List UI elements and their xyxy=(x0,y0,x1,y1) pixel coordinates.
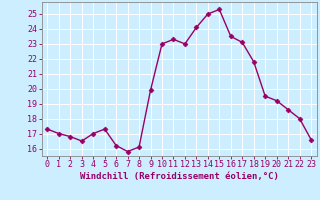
X-axis label: Windchill (Refroidissement éolien,°C): Windchill (Refroidissement éolien,°C) xyxy=(80,172,279,181)
